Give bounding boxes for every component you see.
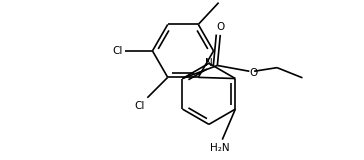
Text: N: N (205, 58, 213, 68)
Text: O: O (216, 22, 224, 32)
Text: Cl: Cl (135, 101, 145, 111)
Text: Cl: Cl (112, 46, 123, 56)
Text: O: O (250, 68, 258, 78)
Text: H₂N: H₂N (210, 143, 229, 153)
